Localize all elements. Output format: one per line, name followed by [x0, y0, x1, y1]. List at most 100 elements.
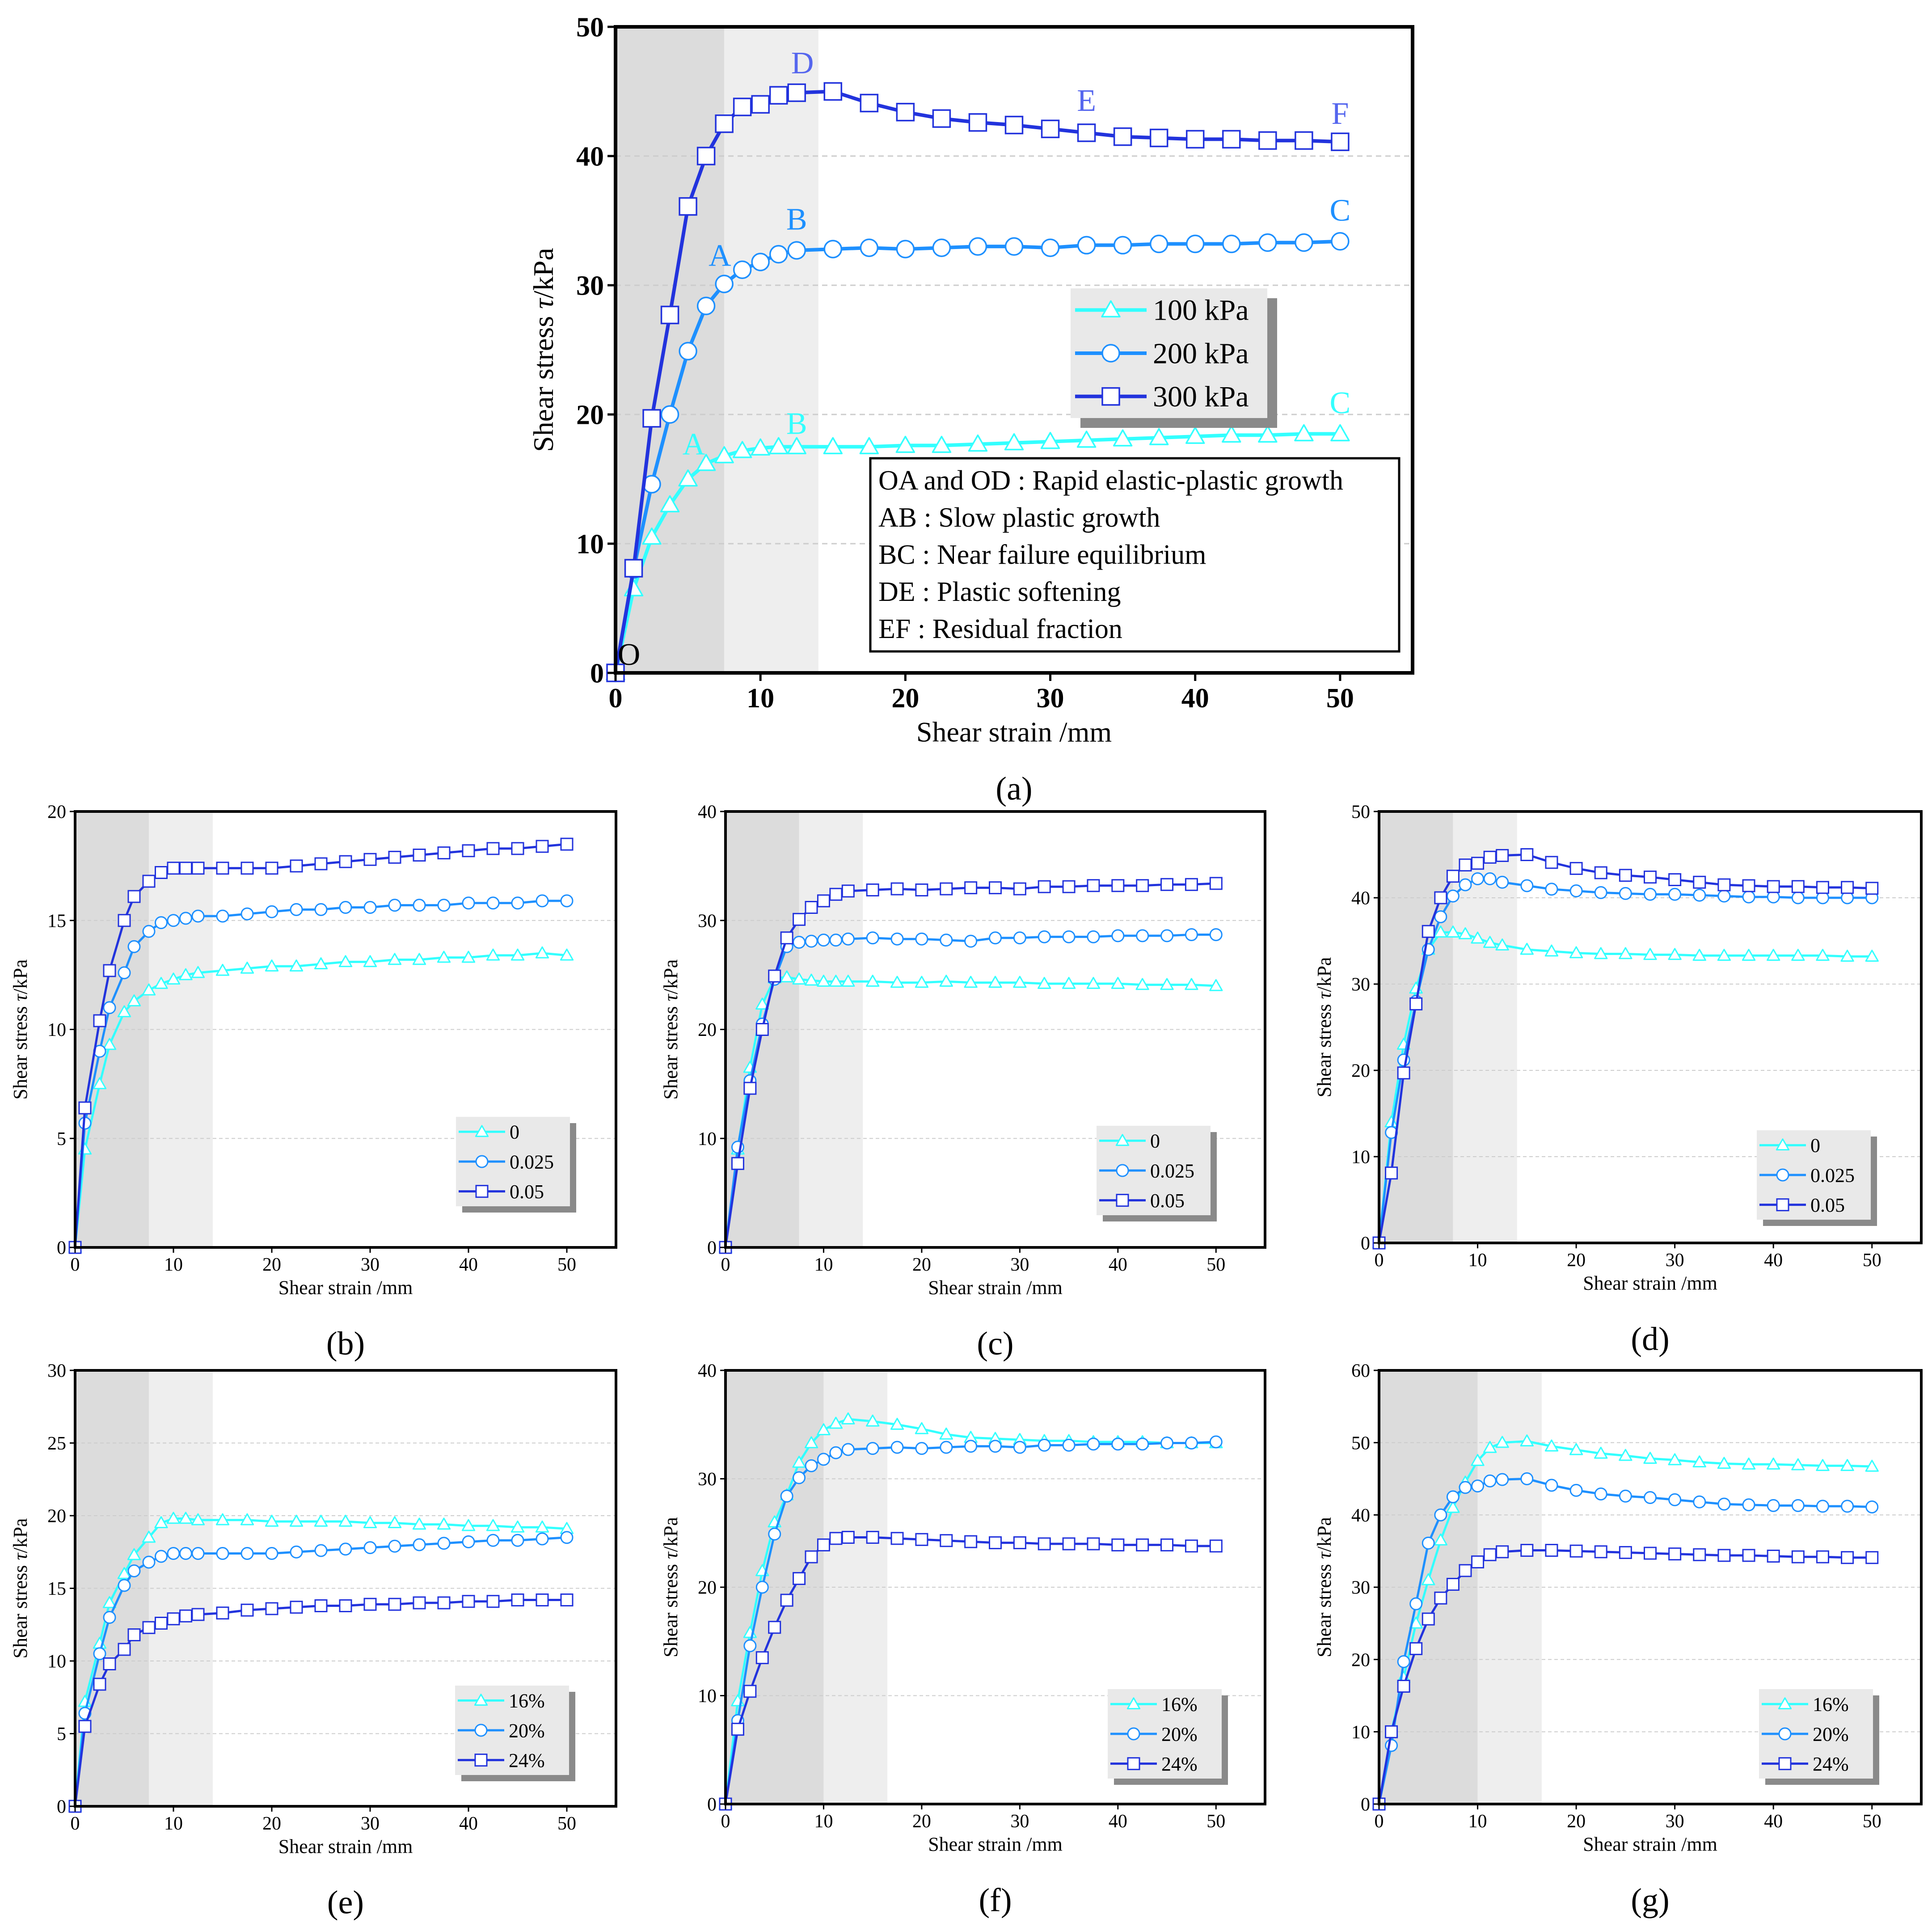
- data-point: [265, 862, 278, 875]
- data-point: [1471, 857, 1485, 870]
- data-point: [127, 1564, 141, 1577]
- x-tick-label: 40: [1181, 683, 1209, 714]
- x-tick-label: 20: [262, 1813, 281, 1834]
- data-point: [1294, 424, 1314, 442]
- data-point: [117, 1567, 131, 1579]
- data-point: [1038, 1537, 1051, 1551]
- x-axis-label: Shear strain /mm: [928, 1834, 1063, 1855]
- data-point: [989, 1536, 1002, 1550]
- data-point: [743, 1639, 757, 1652]
- data-point: [1422, 925, 1435, 938]
- y-tick-label: 15: [47, 911, 66, 931]
- y-axis-label: Shear stress τ/kPa: [9, 1518, 31, 1659]
- data-point: [1086, 976, 1101, 989]
- x-axis-label: Shear strain /mm: [1583, 1834, 1717, 1855]
- point-label: E: [1077, 84, 1096, 118]
- data-point: [1434, 1591, 1447, 1605]
- data-point: [1062, 930, 1076, 943]
- legend-marker: [475, 1125, 489, 1137]
- data-point: [1471, 1454, 1485, 1466]
- data-point: [154, 1516, 168, 1528]
- data-point: [1038, 976, 1051, 989]
- data-point: [1865, 882, 1879, 895]
- data-point: [751, 95, 770, 114]
- point-label: A: [709, 239, 731, 273]
- y-tick-label: 30: [47, 1361, 66, 1382]
- legend-marker: [1778, 1757, 1792, 1771]
- data-point: [1136, 1437, 1149, 1451]
- data-point: [714, 446, 734, 464]
- data-point: [102, 1596, 117, 1608]
- data-point: [166, 1512, 181, 1524]
- data-point: [841, 1443, 855, 1456]
- data-point: [1643, 948, 1657, 960]
- data-point: [1692, 1455, 1706, 1468]
- data-point: [535, 946, 549, 959]
- data-point: [989, 881, 1002, 895]
- data-point: [1569, 862, 1583, 875]
- data-point: [780, 1593, 793, 1607]
- data-point: [743, 1082, 757, 1095]
- legend-marker: [1127, 1727, 1140, 1741]
- data-point: [964, 976, 978, 988]
- data-point: [511, 1593, 524, 1606]
- data-point: [1295, 131, 1313, 150]
- data-point: [1693, 875, 1706, 889]
- x-tick-label: 30: [1666, 1811, 1684, 1832]
- data-point: [866, 975, 880, 987]
- plot-frame: [614, 25, 1414, 675]
- y-label-prefix: Shear stress: [527, 309, 559, 452]
- data-point: [792, 972, 806, 985]
- legend-marker: [1776, 1138, 1790, 1151]
- data-point: [413, 899, 426, 912]
- data-point: [1149, 128, 1168, 148]
- annotation-line: AB : Slow plastic growth: [878, 503, 1160, 533]
- data-point: [1041, 119, 1060, 139]
- data-point: [829, 975, 843, 987]
- y-label-suffix: /kPa: [660, 959, 682, 994]
- data-point: [413, 1538, 426, 1551]
- data-point: [866, 1414, 880, 1427]
- x-tick-label: 30: [1666, 1250, 1684, 1271]
- data-point: [1185, 878, 1198, 891]
- data-point: [866, 883, 879, 896]
- point-label: C: [1330, 386, 1351, 420]
- data-point: [932, 109, 951, 128]
- data-point: [743, 1685, 757, 1698]
- data-point: [127, 1548, 141, 1560]
- data-point: [890, 1418, 904, 1430]
- panel-caption: (g): [1631, 1882, 1669, 1919]
- data-point: [780, 970, 794, 983]
- y-tick-label: 40: [1351, 888, 1370, 909]
- data-point: [167, 914, 180, 927]
- x-tick-label: 20: [1567, 1811, 1586, 1832]
- data-point: [804, 973, 818, 986]
- legend-marker: [1116, 1194, 1129, 1207]
- data-point: [1458, 927, 1472, 939]
- data-point: [787, 437, 806, 454]
- data-point: [1619, 869, 1632, 882]
- data-point: [939, 975, 953, 987]
- data-point: [1135, 978, 1149, 990]
- annotation-line: BC : Near failure equilibrium: [878, 540, 1206, 570]
- data-point: [1668, 1547, 1682, 1561]
- data-point: [1087, 930, 1100, 943]
- data-point: [731, 1723, 744, 1736]
- data-point: [486, 1534, 500, 1547]
- data-point: [804, 1436, 818, 1449]
- data-point: [1544, 944, 1559, 957]
- data-point: [289, 1514, 304, 1527]
- data-point: [179, 1547, 192, 1560]
- y-tick-label: 30: [576, 271, 604, 301]
- data-point: [817, 1423, 831, 1436]
- data-point: [1113, 236, 1132, 255]
- data-point: [1013, 1441, 1026, 1454]
- chart-c: 0 10 20 30 40 50 0 10 20 30 40 Shear strain /mm Shea…: [660, 802, 1266, 1362]
- data-point: [93, 1647, 106, 1661]
- y-tick-label: 5: [57, 1129, 66, 1149]
- data-point: [1865, 1459, 1879, 1472]
- data-point: [216, 1547, 229, 1560]
- panel-caption: (a): [996, 771, 1032, 807]
